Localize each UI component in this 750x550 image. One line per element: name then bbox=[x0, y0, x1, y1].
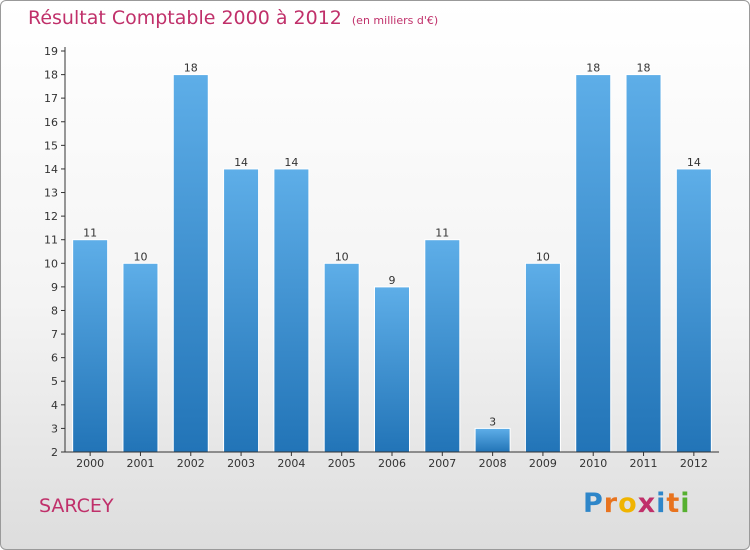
logo-letter: i bbox=[656, 488, 667, 519]
y-tick-label: 2 bbox=[51, 446, 58, 459]
logo-letter: x bbox=[637, 488, 657, 519]
x-tick-label: 2002 bbox=[177, 457, 205, 470]
value-label: 3 bbox=[489, 415, 496, 428]
commune-name: SARCEY bbox=[39, 495, 114, 517]
y-tick-label: 14 bbox=[44, 163, 58, 176]
logo-letter: i bbox=[680, 488, 691, 519]
value-label: 10 bbox=[536, 250, 550, 263]
x-tick-label: 2012 bbox=[680, 457, 708, 470]
x-tick-label: 2010 bbox=[579, 457, 607, 470]
x-tick-label: 2011 bbox=[630, 457, 658, 470]
x-tick-label: 2001 bbox=[126, 457, 154, 470]
x-tick-label: 2007 bbox=[428, 457, 456, 470]
y-tick-label: 18 bbox=[44, 69, 58, 82]
x-tick-label: 2003 bbox=[227, 457, 255, 470]
chart-subtitle: (en milliers d'€) bbox=[351, 14, 439, 27]
y-tick-label: 6 bbox=[51, 352, 58, 365]
title-text: Résultat Comptable 2000 à 2012 bbox=[28, 7, 342, 29]
value-label: 9 bbox=[389, 274, 396, 287]
y-tick-label: 4 bbox=[51, 399, 58, 412]
value-label: 18 bbox=[637, 62, 651, 75]
logo-letter: t bbox=[666, 488, 681, 519]
bar-2012 bbox=[675, 168, 712, 453]
x-tick-label: 2005 bbox=[328, 457, 356, 470]
value-label: 14 bbox=[687, 156, 701, 169]
y-tick-label: 10 bbox=[44, 257, 58, 270]
logo-letter: o bbox=[618, 488, 638, 519]
bar-2009 bbox=[524, 262, 561, 453]
bar-2008 bbox=[474, 427, 511, 453]
bar-2011 bbox=[625, 74, 662, 453]
bar-2004 bbox=[273, 168, 310, 453]
y-tick-label: 11 bbox=[44, 234, 58, 247]
value-label: 11 bbox=[83, 227, 97, 240]
x-tick-label: 2004 bbox=[277, 457, 305, 470]
bar-2006 bbox=[374, 286, 410, 453]
y-tick-label: 3 bbox=[51, 422, 58, 435]
y-tick-label: 8 bbox=[51, 304, 58, 317]
x-tick-label: 2006 bbox=[378, 457, 406, 470]
bar-2005 bbox=[323, 262, 360, 453]
y-tick-label: 17 bbox=[44, 92, 58, 105]
y-tick-label: 5 bbox=[51, 375, 58, 388]
x-tick-label: 2000 bbox=[76, 457, 104, 470]
y-tick-label: 9 bbox=[51, 281, 58, 294]
bar-2000 bbox=[72, 239, 109, 453]
logo-letter: P bbox=[583, 488, 604, 519]
y-tick-label: 7 bbox=[51, 328, 58, 341]
bar-2007 bbox=[424, 239, 461, 453]
proxiti-logo: Proxiti bbox=[583, 488, 691, 519]
value-label: 18 bbox=[586, 62, 600, 75]
y-tick-label: 15 bbox=[44, 139, 58, 152]
value-label: 18 bbox=[184, 62, 198, 75]
y-tick-label: 13 bbox=[44, 187, 58, 200]
value-label: 10 bbox=[133, 250, 147, 263]
y-tick-label: 12 bbox=[44, 210, 58, 223]
bar-2002 bbox=[172, 74, 209, 453]
x-tick-label: 2008 bbox=[479, 457, 507, 470]
value-label: 14 bbox=[234, 156, 248, 169]
bar-2010 bbox=[575, 74, 612, 453]
x-tick-label: 2009 bbox=[529, 457, 557, 470]
logo-letter: r bbox=[603, 488, 619, 519]
value-label: 11 bbox=[435, 227, 449, 240]
value-label: 14 bbox=[284, 156, 298, 169]
chart-title: Résultat Comptable 2000 à 2012 (en millie… bbox=[28, 7, 438, 29]
value-label: 10 bbox=[335, 250, 349, 263]
bar-2003 bbox=[223, 168, 260, 453]
y-tick-label: 16 bbox=[44, 116, 58, 129]
y-tick-label: 19 bbox=[44, 45, 58, 58]
bar-2001 bbox=[122, 262, 159, 453]
